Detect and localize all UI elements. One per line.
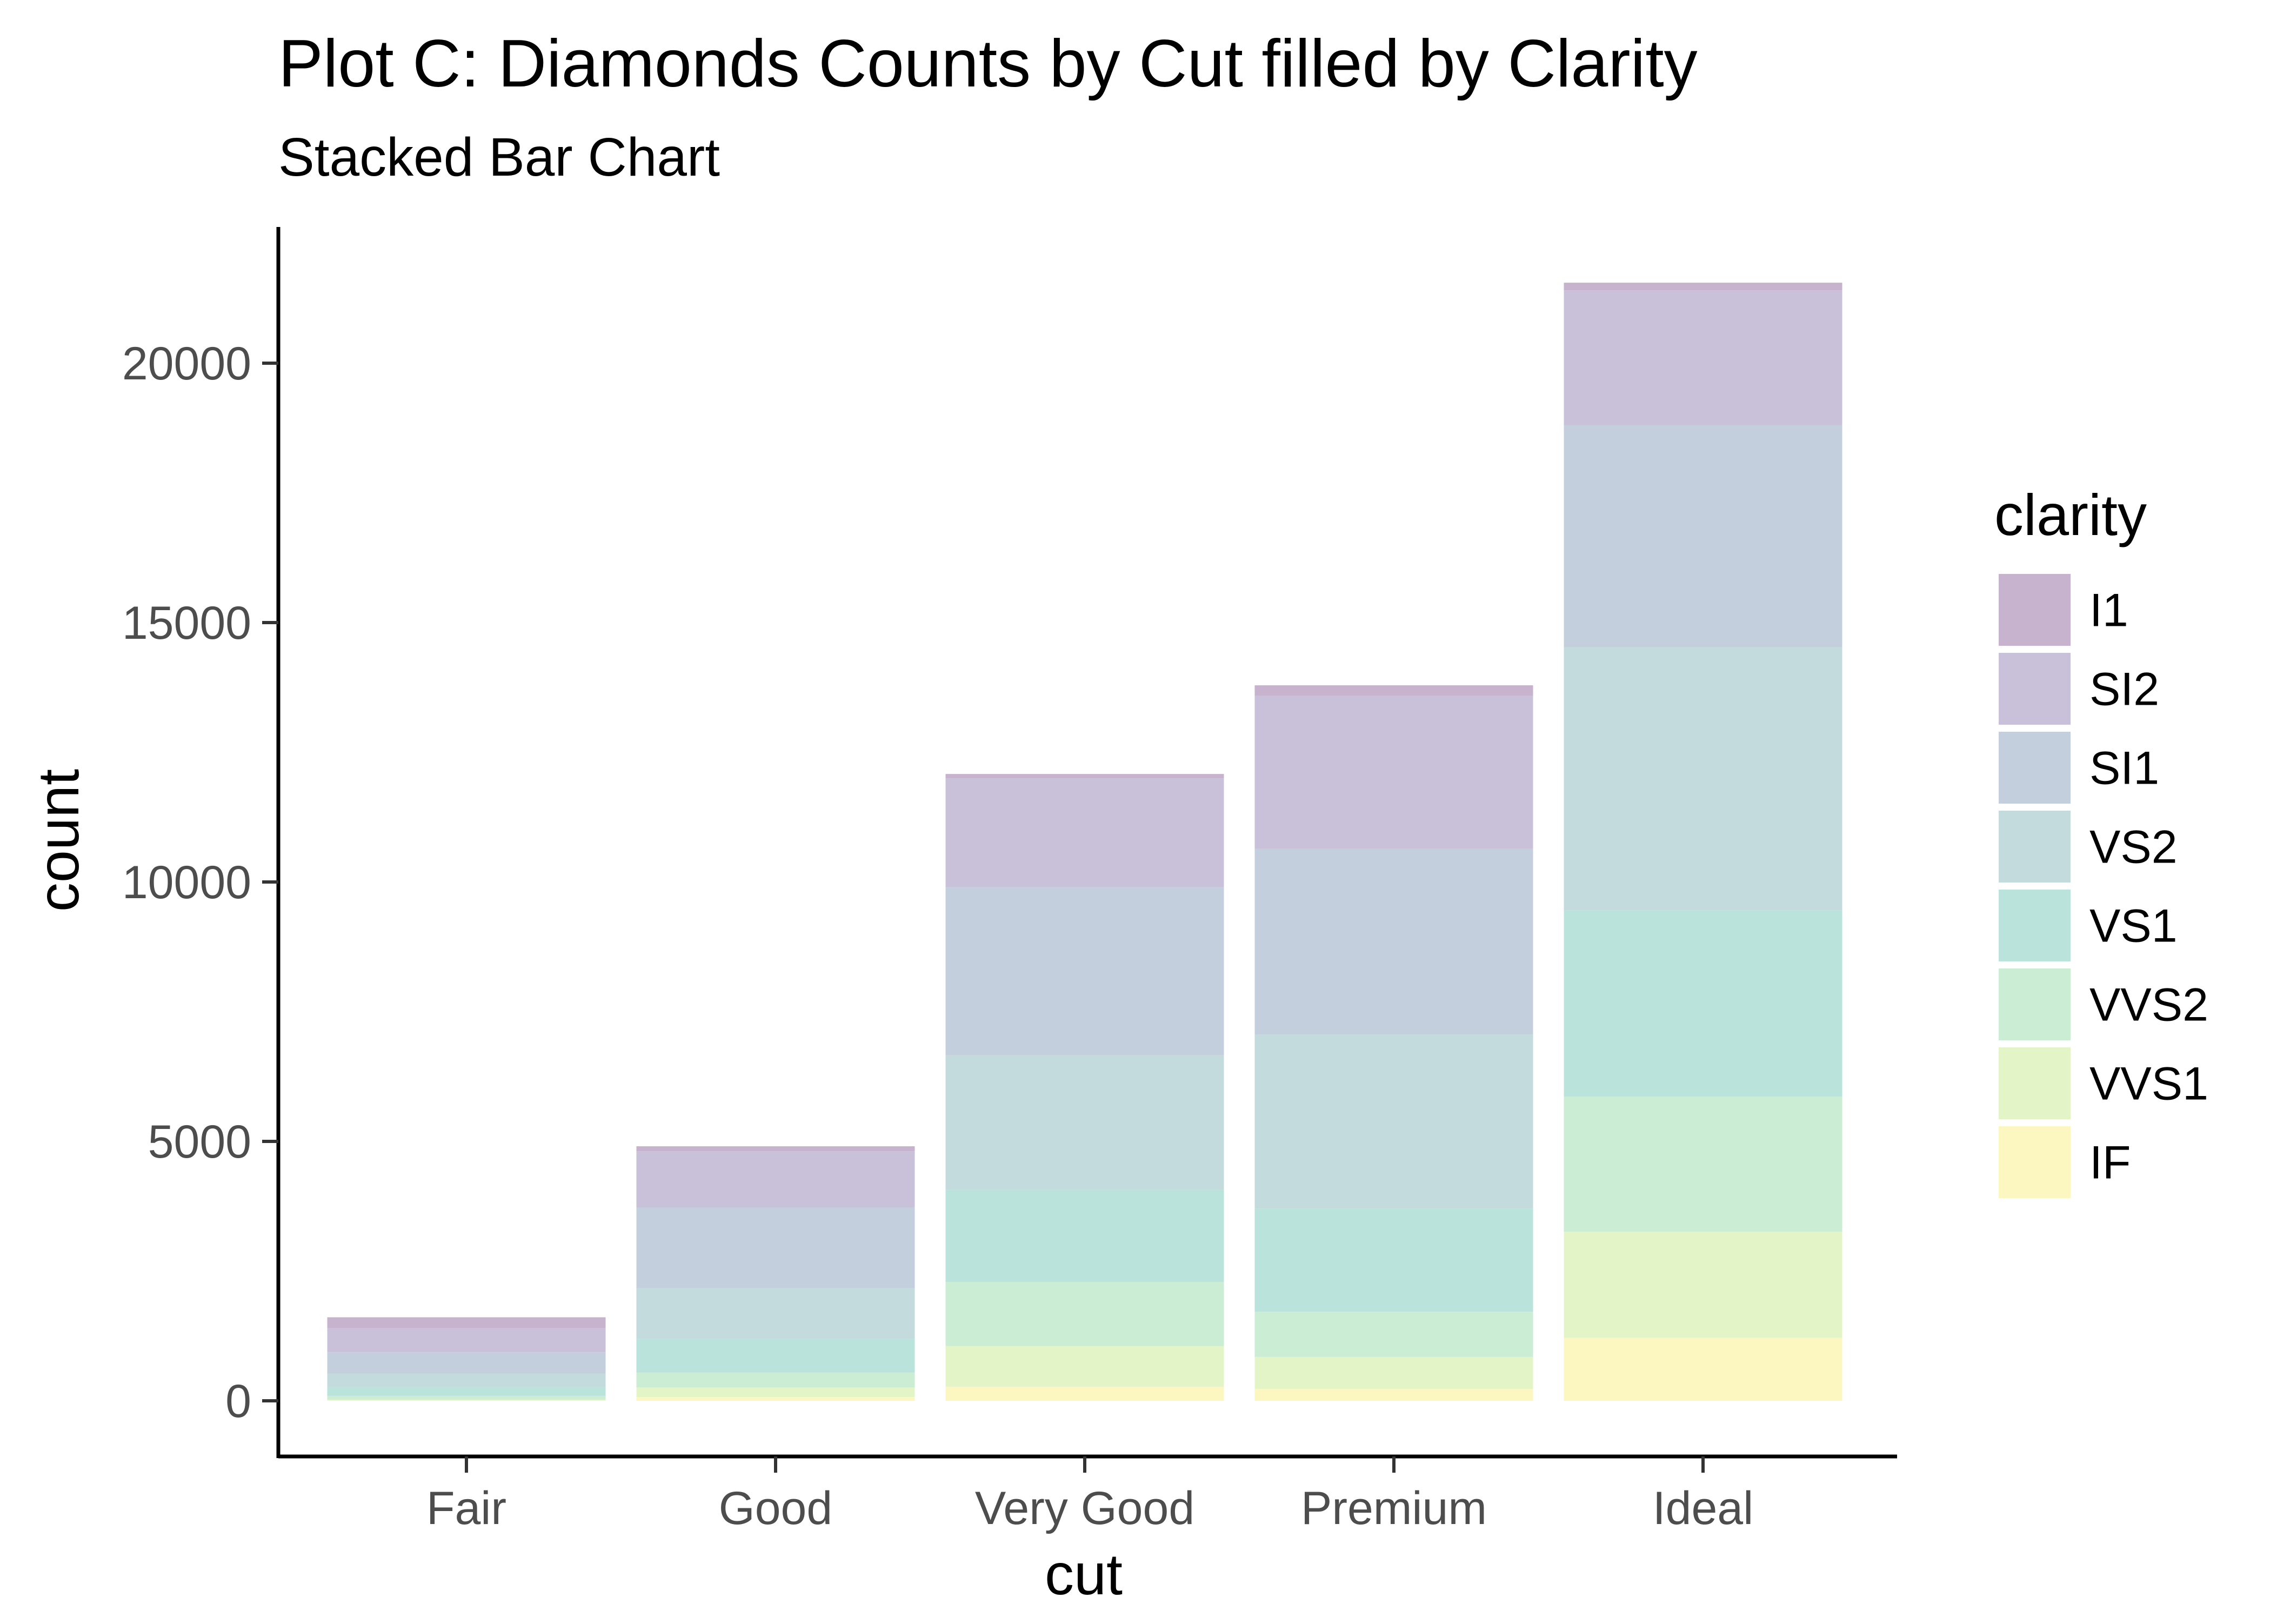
bar-segment-premium-vs2	[1254, 1034, 1533, 1209]
bar-segment-ideal-vvs2	[1564, 1096, 1842, 1232]
legend-key-vs2	[1999, 811, 2071, 883]
bar-segment-very-good-vs1	[945, 1189, 1224, 1282]
bar-segment-good-si1	[636, 1207, 915, 1288]
x-tick-label: Good	[719, 1482, 832, 1534]
chart-subtitle: Stacked Bar Chart	[278, 127, 720, 188]
bar-segment-very-good-i1	[945, 774, 1224, 779]
bar-segment-good-if	[636, 1397, 915, 1401]
bar-segment-fair-if	[327, 1400, 606, 1401]
legend: I1 SI2 SI1 VS2 VS1 VVS2 VVS1 IF	[1999, 574, 2208, 1198]
y-tick-label: 5000	[148, 1116, 251, 1168]
bar-segment-fair-i1	[327, 1317, 606, 1328]
y-axis-title: count	[25, 769, 91, 912]
x-axis-title: cut	[1045, 1541, 1123, 1607]
legend-label-vs2: VS2	[2089, 821, 2178, 873]
legend-key-if	[1999, 1126, 2071, 1198]
y-tick-label: 0	[225, 1375, 251, 1427]
bar-segment-very-good-vvs2	[945, 1281, 1224, 1346]
bar-segment-fair-vvs1	[327, 1399, 606, 1401]
bar-segment-fair-vvs2	[327, 1395, 606, 1400]
bar-segment-ideal-si1	[1564, 425, 1842, 647]
bar-segment-premium-vvs1	[1254, 1356, 1533, 1389]
legend-label-vs1: VS1	[2089, 900, 2178, 952]
bar-segment-very-good-si1	[945, 887, 1224, 1055]
legend-title: clarity	[1994, 482, 2147, 547]
legend-key-si2	[1999, 653, 2071, 725]
legend-key-i1	[1999, 574, 2071, 646]
bar-segment-ideal-vs1	[1564, 910, 1842, 1097]
bar-segment-fair-si2	[327, 1328, 606, 1353]
bars-layer	[327, 283, 1842, 1401]
bar-segment-fair-vs2	[327, 1373, 606, 1387]
bar-segment-very-good-if	[945, 1387, 1224, 1401]
bar-segment-premium-vvs2	[1254, 1312, 1533, 1357]
y-tick-label: 20000	[122, 338, 251, 390]
bar-segment-ideal-vvs1	[1564, 1232, 1842, 1338]
chart-title: Plot C: Diamonds Counts by Cut filled by…	[278, 26, 1698, 101]
legend-label-si2: SI2	[2089, 664, 2159, 716]
bar-segment-premium-si1	[1254, 848, 1533, 1035]
legend-label-if: IF	[2089, 1137, 2131, 1189]
bar-segment-ideal-si2	[1564, 290, 1842, 425]
bar-segment-good-vvs2	[636, 1372, 915, 1388]
x-tick-label: Premium	[1301, 1482, 1487, 1534]
x-tick-label: Fair	[426, 1482, 506, 1534]
axes-layer: 0 5000 10000 15000 20000 Fair Good Very Good Pre…	[122, 227, 1897, 1534]
bar-segment-ideal-i1	[1564, 283, 1842, 291]
bar-segment-very-good-si2	[945, 778, 1224, 887]
bar-segment-good-si2	[636, 1151, 915, 1208]
bar-segment-fair-si1	[327, 1352, 606, 1374]
bar-segment-good-i1	[636, 1146, 915, 1152]
bar-segment-good-vs1	[636, 1339, 915, 1373]
legend-key-vs1	[1999, 890, 2071, 961]
bar-segment-ideal-vs2	[1564, 647, 1842, 911]
x-tick-label: Very Good	[975, 1482, 1194, 1534]
bar-segment-good-vvs1	[636, 1387, 915, 1398]
bar-segment-very-good-vvs1	[945, 1346, 1224, 1387]
bar-segment-premium-i1	[1254, 685, 1533, 696]
bar-segment-ideal-if	[1564, 1338, 1842, 1401]
y-tick-label: 10000	[122, 857, 251, 908]
legend-label-i1: I1	[2089, 585, 2128, 637]
legend-label-vvs1: VVS1	[2089, 1058, 2208, 1110]
x-tick-label: Ideal	[1653, 1482, 1754, 1534]
bar-segment-good-vs2	[636, 1288, 915, 1339]
legend-label-vvs2: VVS2	[2089, 979, 2208, 1031]
bar-segment-premium-si2	[1254, 696, 1533, 849]
bar-segment-premium-vs1	[1254, 1208, 1533, 1312]
y-tick-label: 15000	[122, 597, 251, 649]
legend-key-si1	[1999, 732, 2071, 804]
legend-key-vvs2	[1999, 968, 2071, 1040]
bar-segment-very-good-vs2	[945, 1055, 1224, 1190]
legend-key-vvs1	[1999, 1047, 2071, 1119]
legend-label-si1: SI1	[2089, 743, 2159, 794]
bar-segment-premium-if	[1254, 1388, 1533, 1401]
bar-segment-fair-vs1	[327, 1387, 606, 1396]
